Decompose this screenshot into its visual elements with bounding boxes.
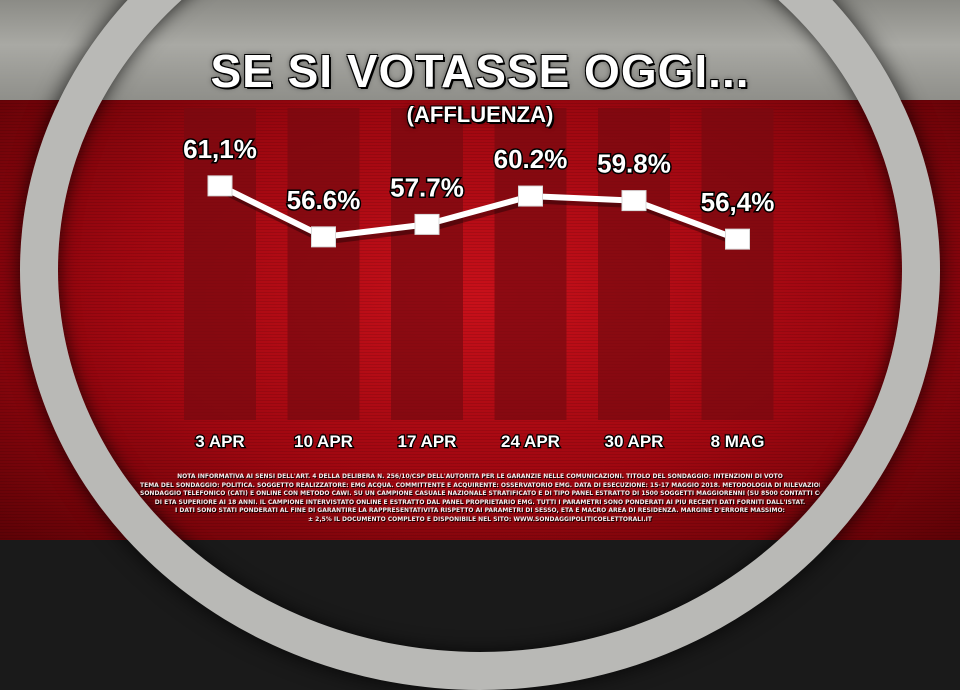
methodology-footnote: NOTA INFORMATIVA AI SENSI DELL'ART. 4 DE… [140, 473, 820, 524]
footnote-line-2: TEMA DEL SONDAGGIO: POLITICA. SOGGETTO R… [140, 481, 820, 489]
footnote-line-5: I DATI SONO STATI PONDERATI AL FINE DI G… [175, 507, 785, 514]
footnote-line-1: NOTA INFORMATIVA AI SENSI DELL'ART. 4 DE… [177, 473, 783, 480]
footnote-line-3: SONDAGGIO TELEFONICO (CATI) E ONLINE CON… [140, 490, 820, 497]
footnote-line-6: ± 2,5% IL DOCUMENTO COMPLETO È DISPONIBI… [308, 515, 652, 523]
footnote-line-4: DI ETÀ SUPERIORE AI 18 ANNI. IL CAMPIONE… [154, 498, 806, 506]
chart-title: SE SI VOTASSE OGGI... [210, 45, 750, 97]
chart-subtitle: (AFFLUENZA) [406, 102, 554, 127]
